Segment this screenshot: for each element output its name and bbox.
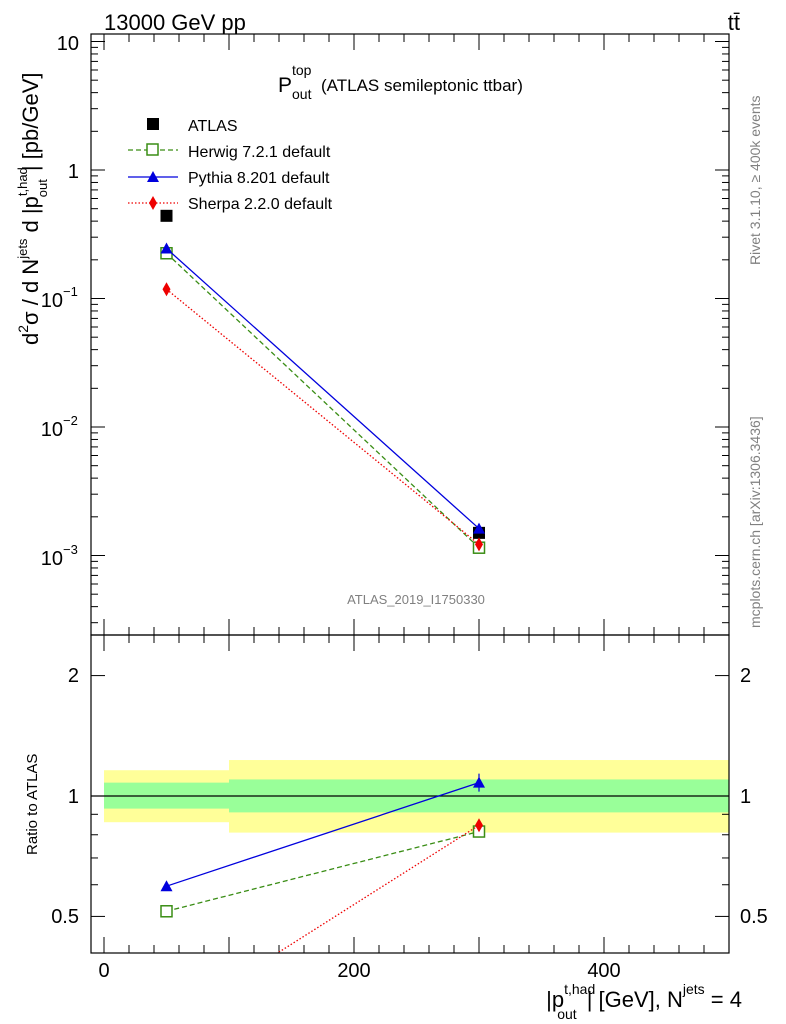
ratio-tick-1-right: 1 — [740, 786, 751, 808]
xlabel-thad: t,had — [564, 981, 595, 997]
ratio-tick-2-left: 2 — [68, 665, 79, 687]
xlabel-out: out — [557, 1006, 577, 1022]
legend-marker-sherpa — [149, 196, 157, 210]
rivet-version-text: Rivet 3.1.10, ≥ 400k events — [747, 95, 763, 265]
axis-ticks — [91, 34, 730, 953]
ratio-tick-1-left: 1 — [68, 786, 79, 808]
ylabel-thad: t,had — [15, 167, 30, 196]
ratio-line-2 — [277, 824, 480, 952]
process-label: tt̄ — [728, 10, 740, 35]
series-point-2-1 — [473, 522, 485, 534]
ratio-line-1 — [166, 782, 480, 887]
ratio-y-tick-labels: 2 1 0.5 2 1 0.5 — [51, 665, 768, 928]
ratio-point-0-0 — [160, 905, 173, 918]
xtick-label-200: 200 — [337, 960, 370, 982]
analysis-watermark: ATLAS_2019_I1750330 — [347, 592, 485, 607]
ytick-label-1e-2: 10 — [41, 419, 63, 441]
legend-marker-herwig — [146, 143, 159, 156]
ratio-y-axis-label: Ratio to ATLAS — [24, 754, 41, 855]
legend-label-atlas: ATLAS — [188, 118, 238, 135]
ytick-exp-1e-2: −2 — [63, 413, 78, 428]
ylabel-d2: d |p — [18, 196, 43, 238]
ratio-tick-05-left: 0.5 — [51, 906, 79, 928]
legend-label-sherpa: Sherpa 2.2.0 default — [188, 196, 333, 213]
series-point-0-0 — [160, 209, 173, 222]
top-y-axis-label: d2σ / d Njets d |pt,had out | [pb/GeV] — [15, 72, 50, 345]
xlabel-jets: jets — [682, 981, 705, 997]
xtick-label-400: 400 — [587, 960, 620, 982]
legend-label-pythia: Pythia 8.201 default — [188, 170, 330, 187]
ylabel-unit: | [pb/GeV] — [18, 72, 43, 171]
mcplots-reference-text: mcplots.cern.ch [arXiv:1306.3436] — [747, 416, 763, 628]
series-line-2 — [166, 248, 480, 530]
ratio-tick-05-right: 0.5 — [740, 906, 768, 928]
xlabel-mid: | [GeV], N — [587, 987, 683, 1012]
data-series — [160, 209, 486, 554]
ratio-point-2-1 — [475, 818, 483, 833]
ytick-exp-1e-1: −1 — [63, 284, 78, 299]
ratio-plot-frame — [90, 634, 730, 954]
ylabel-d1: d — [18, 333, 43, 345]
series-point-3-0 — [162, 282, 171, 297]
series-point-3-1 — [475, 537, 483, 552]
collision-energy-label: 13000 GeV pp — [104, 10, 246, 35]
title-superscript: top — [292, 62, 312, 78]
ytick-label-1e-1: 10 — [41, 290, 63, 312]
ratio-point-1-0 — [160, 880, 173, 892]
plot-title: P top out (ATLAS semileptonic ttbar) — [278, 62, 523, 102]
title-subscript: out — [292, 86, 312, 102]
xtick-label-0: 0 — [98, 960, 109, 982]
ytick-label-1: 1 — [68, 161, 79, 183]
ytick-exp-1e-3: −3 — [63, 542, 78, 557]
series-line-3 — [166, 288, 480, 545]
ratio-tick-2-right: 2 — [740, 665, 751, 687]
title-symbol: P — [278, 74, 292, 97]
main-plot-frame — [90, 33, 730, 636]
ylabel-sigma: σ / d N — [18, 259, 43, 325]
title-text: (ATLAS semileptonic ttbar) — [321, 76, 523, 95]
ytick-label-1e-3: 10 — [41, 548, 63, 570]
series-line-1 — [166, 252, 480, 549]
ylabel-out: out — [35, 179, 50, 197]
ratio-line-0 — [166, 830, 480, 912]
ratio-series — [160, 773, 486, 952]
legend-marker-pythia — [147, 171, 159, 182]
xlabel-end: = 4 — [705, 987, 742, 1012]
ytick-label-10: 10 — [57, 33, 79, 55]
legend-marker-atlas — [147, 118, 159, 130]
top-y-tick-labels: 10 1 10 −1 10 −2 10 −3 — [41, 33, 79, 570]
ylabel-jets: jets — [15, 238, 30, 260]
xlabel-p: |p — [546, 987, 564, 1012]
x-tick-labels: 0 200 400 — [98, 960, 620, 982]
series-point-2-0 — [160, 242, 173, 254]
ratio-series-clipped — [160, 776, 486, 952]
legend: ATLAS Herwig 7.2.1 default Pythia 8.201 … — [128, 118, 333, 213]
ylabel-sup2: 2 — [15, 325, 31, 333]
legend-label-herwig: Herwig 7.2.1 default — [188, 144, 331, 161]
x-axis-label: |pt,had out | [GeV], Njets = 4 — [546, 981, 742, 1022]
